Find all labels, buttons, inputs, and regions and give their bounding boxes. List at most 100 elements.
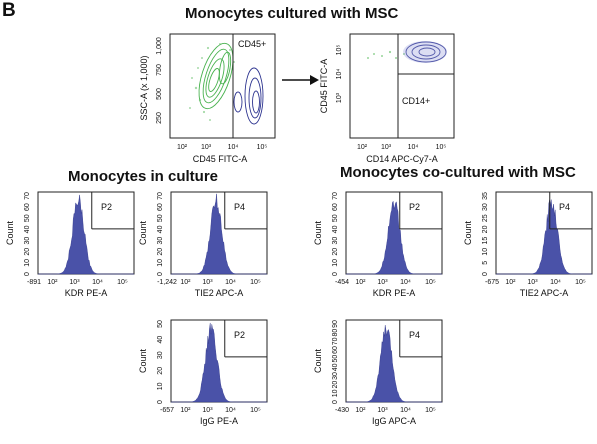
y-tick: 50 [332, 214, 339, 222]
gate-label: CD14+ [402, 96, 430, 106]
y-axis-label: SSC-A (x 1,000) [139, 55, 149, 120]
x-axis-label: CD14 APC-Cy7-A [366, 154, 438, 164]
x-axis-label: TIE2 APC-A [520, 288, 569, 298]
x-tick: 10³ [377, 279, 388, 286]
y-tick: 10 [157, 259, 164, 267]
x-axis-label: CD45 FITC-A [193, 154, 248, 164]
arrow-icon [282, 75, 319, 85]
x-tick: 10³ [202, 407, 213, 414]
x-min-tick: -891 [27, 279, 41, 286]
y-tick: 0 [332, 400, 339, 404]
y-tick: 20 [157, 367, 164, 375]
x-tick: 10³ [377, 407, 388, 414]
x-min-tick: -675 [485, 279, 499, 286]
x-min-tick: -430 [335, 407, 349, 414]
y-tick: 10⁴ [336, 69, 343, 80]
gate-label: P2 [234, 330, 245, 340]
y-tick: 20 [24, 248, 31, 256]
plot-frame [169, 33, 276, 139]
y-axis-label: Count [138, 349, 148, 374]
x-tick: 10⁴ [408, 144, 419, 151]
y-axis-label: Count [138, 221, 148, 246]
x-axis-label: IgG PE-A [200, 416, 238, 426]
x-tick: 10³ [201, 144, 212, 151]
y-tick: 25 [482, 214, 489, 222]
scatter-dots-green [189, 43, 235, 121]
x-tick: 10⁵ [250, 279, 261, 286]
y-tick: 50 [157, 214, 164, 222]
y-tick: 10 [332, 389, 339, 397]
y-tick: 500 [156, 88, 163, 100]
histogram-igg-pe: Count 0 10 20 30 40 50 -657 10² 10³ 10⁴ 10⁵ IgG PE-A… [133, 314, 273, 440]
x-axis-label: TIE2 APC-A [195, 288, 244, 298]
y-tick: 30 [482, 203, 489, 211]
y-tick: 70 [332, 337, 339, 345]
x-tick: 10² [180, 279, 191, 286]
heading-left: Monocytes in culture [68, 168, 219, 185]
histogram-igg-apc: Count 0 10 20 30 40 50 60 70 80 90 -430 10² 10³ 10⁴ 10⁵… [308, 314, 448, 440]
heading-right: Monocytes co-cultured with MSC [340, 164, 576, 181]
contour-green [198, 42, 234, 110]
y-tick: 40 [157, 225, 164, 233]
gate-label: P4 [559, 202, 570, 212]
histogram-tie2-cocult: Count 0 5 10 15 20 25 30 35 -675 10² 10³ 10⁴ 10⁵ TIE2 … [458, 186, 597, 312]
y-axis-label: Count [313, 349, 323, 374]
y-tick: 90 [332, 320, 339, 328]
gate-label: P4 [409, 330, 420, 340]
histogram-kdr-culture: Count 0 10 20 30 40 50 60 70 -891 10² 10³ 10⁴ 10⁵ KDR … [0, 186, 140, 312]
x-tick: 10² [355, 279, 366, 286]
y-tick: 50 [24, 214, 31, 222]
histogram-bars [171, 193, 267, 275]
y-axis-label: Count [463, 221, 473, 246]
y-tick: 40 [332, 363, 339, 371]
y-tick: 10 [157, 382, 164, 390]
y-tick: 5 [482, 261, 489, 265]
y-tick: 20 [157, 248, 164, 256]
y-tick: 250 [156, 112, 163, 124]
gate-label: P4 [234, 202, 245, 212]
y-tick: 10 [482, 248, 489, 256]
x-tick: 10⁵ [575, 279, 586, 286]
x-tick: 10⁴ [225, 407, 236, 414]
y-tick: 60 [332, 346, 339, 354]
y-tick: 60 [157, 203, 164, 211]
x-min-tick: -657 [160, 407, 174, 414]
x-tick: 10³ [69, 279, 80, 286]
y-tick: 50 [332, 355, 339, 363]
y-tick: 50 [157, 320, 164, 328]
y-tick: 30 [157, 237, 164, 245]
histogram-bars [346, 325, 442, 403]
x-tick: 10² [505, 279, 516, 286]
y-tick: 0 [157, 272, 164, 276]
y-tick: 70 [157, 192, 164, 200]
x-tick: 10⁵ [436, 144, 447, 151]
y-tick: 60 [332, 203, 339, 211]
y-tick: 30 [332, 372, 339, 380]
x-min-tick: -454 [335, 279, 349, 286]
x-tick: 10³ [381, 144, 392, 151]
y-axis-label: CD45 FITC-A [319, 59, 329, 114]
histogram-bars [496, 199, 592, 275]
contour-blue [233, 67, 264, 125]
x-axis-label: IgG APC-A [372, 416, 416, 426]
x-tick: 10⁵ [250, 407, 261, 414]
x-tick: 10³ [527, 279, 538, 286]
x-tick: 10⁴ [228, 144, 239, 151]
x-tick: 10² [177, 144, 188, 151]
x-tick: 10⁵ [257, 144, 268, 151]
scatter-plot-cd14-gate: CD45 FITC-A 10⁵ 10⁴ 10³ 10² 10³ 10⁴ 10⁵ … [312, 28, 462, 164]
x-tick: 10² [180, 407, 191, 414]
y-tick: 20 [332, 381, 339, 389]
y-tick: 20 [332, 248, 339, 256]
scatter-dots-green [367, 50, 405, 59]
x-tick: 10⁴ [400, 407, 411, 414]
y-tick: 10³ [336, 92, 343, 103]
y-axis-label: Count [5, 221, 15, 246]
y-tick: 35 [482, 192, 489, 200]
y-axis-label: Count [313, 221, 323, 246]
y-tick: 70 [332, 192, 339, 200]
y-tick: 60 [24, 203, 31, 211]
x-tick: 10⁵ [425, 279, 436, 286]
contour-lightblue [403, 41, 447, 63]
y-tick: 0 [332, 272, 339, 276]
